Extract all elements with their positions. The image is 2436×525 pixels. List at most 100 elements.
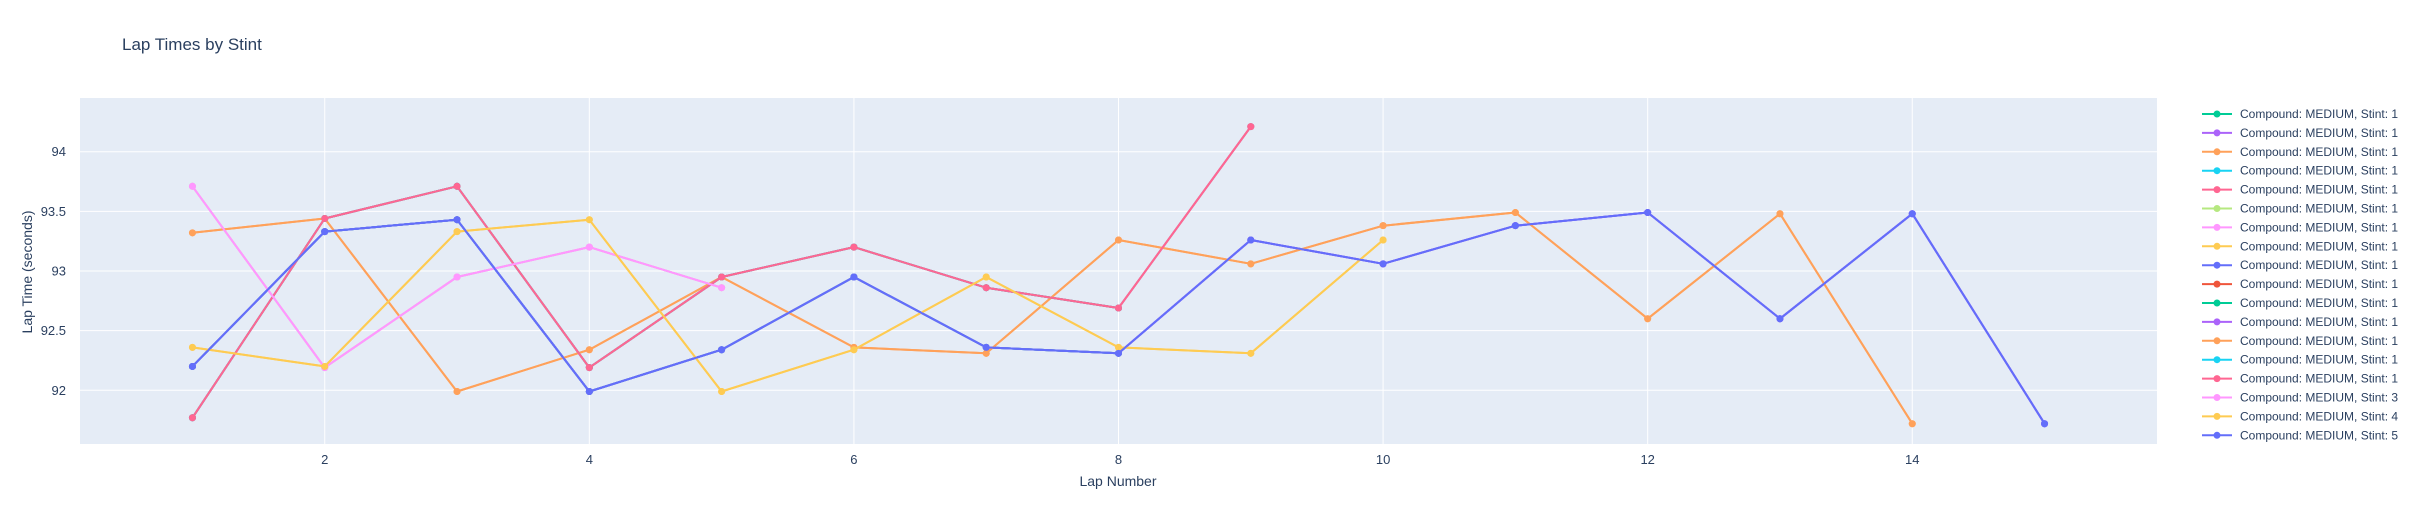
y-tick-label: 92.5 <box>41 323 66 338</box>
y-tick-label: 93.5 <box>41 204 66 219</box>
data-point <box>718 273 726 281</box>
legend-label: Compound: MEDIUM, Stint: 1 <box>2240 258 2398 272</box>
legend-swatch-marker <box>2213 337 2221 345</box>
data-point <box>1115 304 1122 312</box>
legend-item[interactable]: Compound: MEDIUM, Stint: 1 <box>2202 315 2398 329</box>
data-point <box>188 182 196 190</box>
legend-label: Compound: MEDIUM, Stint: 1 <box>2240 183 2398 197</box>
data-point <box>2041 420 2049 428</box>
data-point <box>585 388 593 396</box>
data-point <box>453 273 461 281</box>
legend-item[interactable]: Compound: MEDIUM, Stint: 1 <box>2202 145 2398 159</box>
data-point <box>982 343 990 351</box>
legend-label: Compound: MEDIUM, Stint: 1 <box>2240 220 2398 234</box>
data-point <box>1511 209 1519 217</box>
legend-swatch-marker <box>2213 205 2221 212</box>
data-point <box>718 388 726 396</box>
axis-ticks: 2 4 6 8 10 12 14 92 92.5 93 93.5 94 <box>41 144 1920 467</box>
data-point <box>1908 420 1916 428</box>
legend-item[interactable]: Compound: MEDIUM, Stint: 1 <box>2202 296 2398 310</box>
legend-swatch-marker <box>2213 186 2221 194</box>
data-point <box>321 228 329 236</box>
data-point <box>453 182 461 190</box>
legend-label: Compound: MEDIUM, Stint: 1 <box>2240 202 2398 216</box>
data-point <box>982 273 990 281</box>
legend-swatch-marker <box>2213 356 2221 364</box>
x-tick-label: 2 <box>321 452 328 467</box>
data-point <box>585 364 593 372</box>
legend-item[interactable]: Compound: MEDIUM, Stint: 3 <box>2202 391 2398 405</box>
legend-label: Compound: MEDIUM, Stint: 1 <box>2240 145 2398 159</box>
legend-label: Compound: MEDIUM, Stint: 1 <box>2240 296 2398 310</box>
legend-swatch-marker <box>2213 129 2221 137</box>
data-point <box>1776 210 1784 218</box>
legend-item[interactable]: Compound: MEDIUM, Stint: 1 <box>2202 334 2398 348</box>
legend-label: Compound: MEDIUM, Stint: 1 <box>2240 334 2398 348</box>
legend-swatch-marker <box>2213 280 2221 288</box>
data-point <box>1644 209 1652 217</box>
data-point <box>850 346 858 354</box>
legend-label: Compound: MEDIUM, Stint: 1 <box>2240 107 2398 121</box>
x-tick-label: 6 <box>850 452 857 467</box>
legend-item[interactable]: Compound: MEDIUM, Stint: 1 <box>2202 258 2398 272</box>
legend-item[interactable]: Compound: MEDIUM, Stint: 1 <box>2202 372 2398 386</box>
legend-item[interactable]: Compound: MEDIUM, Stint: 1 <box>2202 353 2398 367</box>
series-17 <box>188 216 1387 396</box>
legend-item[interactable]: Compound: MEDIUM, Stint: 4 <box>2202 409 2398 423</box>
y-tick-label: 93 <box>52 264 66 279</box>
legend-swatch-marker <box>2213 299 2221 307</box>
y-axis-title: Lap Time (seconds) <box>19 211 35 334</box>
x-tick-label: 4 <box>586 452 593 467</box>
x-tick-label: 10 <box>1376 452 1390 467</box>
legend-item[interactable]: Compound: MEDIUM, Stint: 1 <box>2202 107 2398 121</box>
legend-item[interactable]: Compound: MEDIUM, Stint: 1 <box>2202 126 2398 140</box>
legend-label: Compound: MEDIUM, Stint: 1 <box>2240 239 2398 253</box>
legend-item[interactable]: Compound: MEDIUM, Stint: 1 <box>2202 183 2398 197</box>
legend-label: Compound: MEDIUM, Stint: 1 <box>2240 126 2398 140</box>
legend-swatch-marker <box>2213 242 2221 250</box>
data-point <box>188 343 196 351</box>
data-point <box>188 229 196 237</box>
legend-label: Compound: MEDIUM, Stint: 1 <box>2240 277 2398 291</box>
legend-swatch-marker <box>2213 412 2221 420</box>
data-point <box>718 284 726 292</box>
data-point <box>1247 349 1255 357</box>
data-point <box>321 362 329 370</box>
data-point <box>850 273 858 281</box>
data-point <box>718 346 726 354</box>
data-point <box>188 362 196 370</box>
data-point <box>1247 123 1255 131</box>
data-point <box>453 388 461 396</box>
data-point <box>850 243 858 251</box>
legend-item[interactable]: Compound: MEDIUM, Stint: 1 <box>2202 164 2398 178</box>
y-tick-label: 94 <box>52 144 66 159</box>
data-point <box>1247 260 1255 268</box>
data-point <box>1776 315 1784 323</box>
legend-item[interactable]: Compound: MEDIUM, Stint: 1 <box>2202 239 2398 253</box>
legend[interactable]: Compound: MEDIUM, Stint: 1 Compound: MEDI… <box>2202 107 2398 442</box>
data-point <box>982 349 990 357</box>
data-point <box>453 216 461 224</box>
grid-lines <box>80 98 2157 444</box>
legend-item[interactable]: Compound: MEDIUM, Stint: 1 <box>2202 277 2398 291</box>
data-point <box>585 243 593 251</box>
data-point <box>453 228 461 236</box>
x-tick-label: 12 <box>1640 452 1654 467</box>
data-point <box>1247 236 1255 244</box>
legend-swatch-marker <box>2213 375 2221 383</box>
series-15 <box>188 123 1255 422</box>
series-line <box>192 211 1914 425</box>
y-tick-label: 92 <box>52 383 66 398</box>
legend-label: Compound: MEDIUM, Stint: 1 <box>2240 315 2398 329</box>
legend-item[interactable]: Compound: MEDIUM, Stint: 1 <box>2202 220 2398 234</box>
legend-label: Compound: MEDIUM, Stint: 1 <box>2240 353 2398 367</box>
legend-swatch-marker <box>2213 261 2221 269</box>
legend-item[interactable]: Compound: MEDIUM, Stint: 5 <box>2202 428 2398 442</box>
legend-label: Compound: MEDIUM, Stint: 5 <box>2240 428 2398 442</box>
data-point <box>585 216 593 224</box>
x-tick-label: 14 <box>1905 452 1919 467</box>
data-point <box>585 346 593 354</box>
legend-item[interactable]: Compound: MEDIUM, Stint: 1 <box>2202 202 2398 216</box>
legend-swatch-marker <box>2213 431 2221 439</box>
series-line <box>192 218 1384 393</box>
